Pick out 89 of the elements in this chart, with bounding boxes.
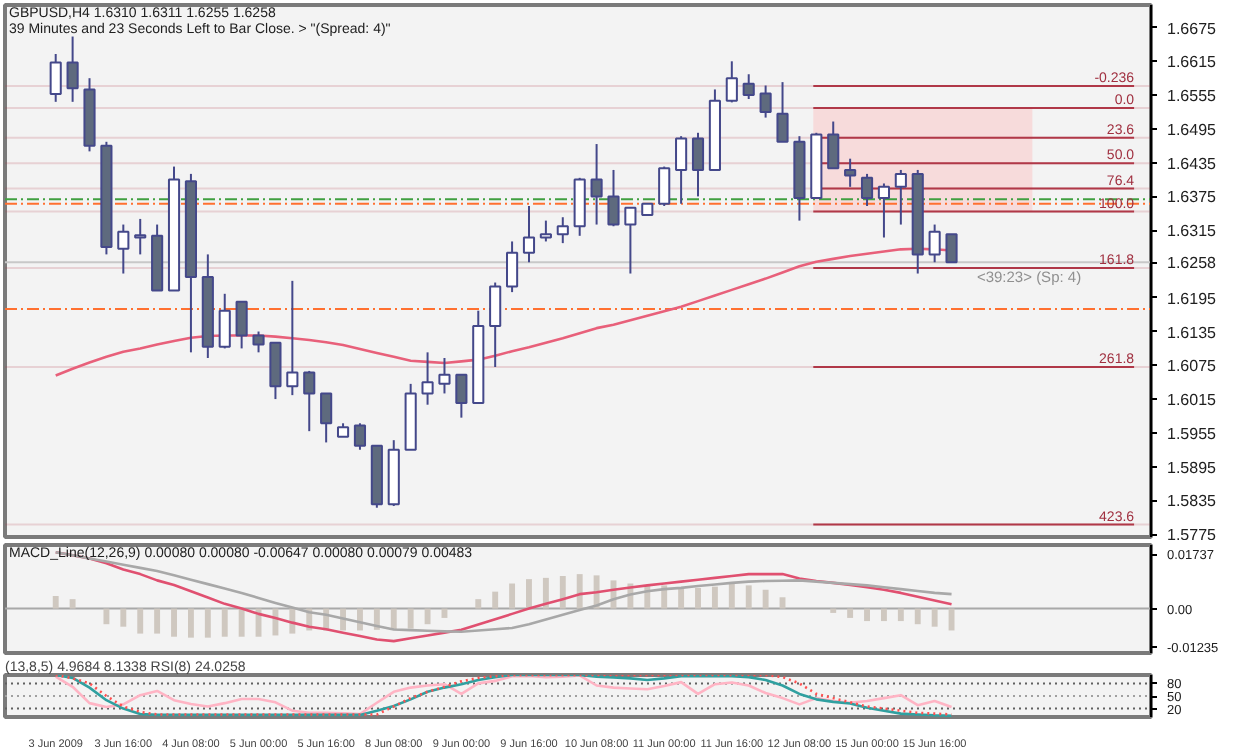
bar [847, 608, 854, 618]
candlestick [725, 60, 738, 104]
bar [407, 608, 414, 629]
candlestick [455, 373, 468, 419]
y-tick-label: 1.6495 [1167, 120, 1218, 139]
bar [475, 599, 482, 609]
candlestick [49, 52, 62, 103]
bar [678, 587, 685, 609]
bar [542, 577, 549, 609]
candlestick [421, 351, 434, 406]
bar [204, 608, 211, 638]
candlestick [624, 206, 637, 275]
candlestick [894, 168, 907, 226]
candlestick [776, 81, 789, 143]
bar [492, 591, 499, 609]
candlestick [506, 240, 519, 294]
bar [69, 599, 76, 609]
y-tick-label: 1.6615 [1167, 53, 1218, 72]
candlestick [235, 300, 248, 350]
y-tick-label: 1.6195 [1167, 289, 1218, 308]
bar [221, 608, 228, 637]
candlestick [66, 35, 79, 103]
candlestick [489, 281, 502, 368]
candlestick [742, 73, 755, 101]
bar [711, 586, 718, 609]
bar [238, 608, 245, 637]
y-tick-label: 1.6075 [1167, 357, 1218, 376]
candlestick [269, 341, 282, 401]
bar [576, 574, 583, 609]
candlestick [556, 216, 569, 245]
bar [779, 597, 786, 609]
bar [880, 608, 887, 622]
bar [171, 608, 177, 637]
bar [103, 608, 110, 625]
bar [509, 583, 516, 609]
bar [948, 608, 955, 631]
candlestick [539, 219, 552, 243]
bar [120, 608, 127, 627]
candlestick [522, 204, 536, 264]
candlestick [218, 292, 231, 350]
y-tick-label: 1.5835 [1167, 492, 1218, 511]
y-tick-label: 1.6135 [1167, 323, 1218, 342]
bar [931, 608, 938, 627]
candlestick [860, 172, 874, 207]
bar [864, 608, 870, 622]
bar [897, 608, 904, 622]
candlestick [117, 223, 130, 275]
bar [390, 608, 397, 630]
bar [52, 596, 59, 609]
bar [728, 583, 735, 609]
candlestick [320, 392, 333, 444]
candlestick [607, 168, 620, 228]
bar [762, 589, 769, 609]
bar [745, 585, 752, 609]
candlestick [691, 131, 705, 198]
y-tick-label: 1.6435 [1167, 154, 1218, 173]
candlestick [303, 369, 316, 433]
bar [914, 608, 921, 625]
candlestick [945, 233, 958, 264]
candlestick [353, 422, 367, 451]
candlestick [134, 217, 147, 256]
y-tick-label: 1.6555 [1167, 87, 1218, 106]
bar [137, 608, 144, 634]
candlestick [675, 135, 688, 205]
y-tick-label: 1.6375 [1167, 188, 1218, 207]
candlestick [252, 330, 265, 354]
y-tick-label: 1.6315 [1167, 222, 1218, 241]
candlestick [928, 223, 941, 264]
y-tick-label: 1.6675 [1167, 19, 1218, 38]
y-tick-label: 1.6258 [1167, 254, 1218, 273]
bar [559, 575, 566, 609]
y-tick-label: 1.5775 [1167, 526, 1218, 545]
candlestick [844, 157, 857, 188]
candlestick [759, 84, 772, 119]
candlestick [286, 279, 299, 397]
y-tick-label: 1.5955 [1167, 424, 1218, 443]
bar [695, 587, 701, 609]
candlestick [658, 165, 671, 207]
candlestick [827, 120, 840, 170]
bar [424, 608, 431, 625]
y-tick-label: 1.6015 [1167, 391, 1218, 410]
y-tick-label: 1.5895 [1167, 458, 1218, 477]
candlestick [590, 143, 603, 226]
candlestick [438, 356, 451, 395]
bar [526, 579, 532, 609]
candlestick [877, 182, 891, 239]
bar [187, 608, 194, 638]
bar [154, 608, 161, 634]
candlestick [573, 176, 586, 237]
